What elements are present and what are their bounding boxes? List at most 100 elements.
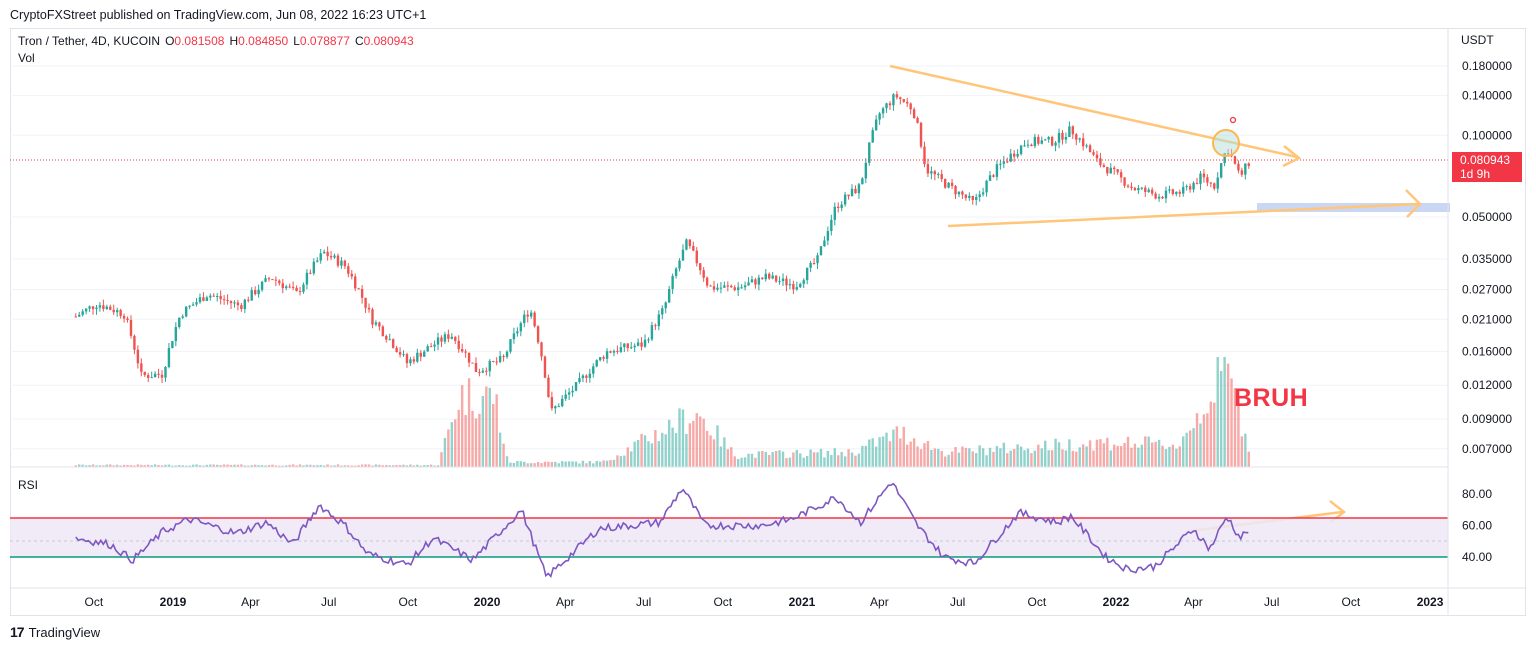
volume-bar	[188, 465, 191, 467]
candle-body	[157, 373, 160, 375]
volume-bar	[681, 409, 685, 467]
candle	[474, 357, 478, 373]
volume-bar	[874, 446, 878, 467]
candle-body	[443, 334, 447, 342]
candle-body	[919, 122, 923, 147]
candle-body	[374, 322, 378, 325]
candle-body	[678, 260, 681, 269]
candle-body	[574, 382, 578, 391]
volume-bar	[650, 443, 654, 467]
candle-body	[757, 277, 761, 285]
candle-body	[164, 366, 167, 378]
volume-bar	[999, 448, 1002, 467]
candle-body	[712, 286, 716, 290]
candle-body	[174, 327, 178, 342]
candle-body	[360, 289, 364, 298]
volume-bar	[485, 386, 488, 467]
volume-indicator-label[interactable]: Vol	[18, 51, 35, 65]
candle-body	[626, 343, 629, 349]
candle-body	[302, 284, 305, 292]
candle	[1116, 169, 1119, 175]
volume-bar	[809, 449, 812, 467]
candle-body	[1216, 177, 1219, 189]
volume-bar	[1182, 436, 1185, 467]
volume-bar	[954, 446, 957, 467]
volume-bar	[1171, 444, 1175, 467]
candle-body	[492, 360, 495, 362]
candle	[1216, 172, 1219, 193]
candle	[340, 257, 343, 269]
candle-body	[681, 249, 685, 261]
price-tick-label: 0.035000	[1462, 252, 1512, 266]
volume-bar	[1133, 443, 1137, 467]
volume-bar	[523, 461, 526, 467]
volume-bar	[253, 464, 257, 467]
candle-body	[171, 341, 174, 349]
volume-bar	[481, 395, 485, 467]
candle-body	[1192, 182, 1195, 190]
volume-bar	[257, 465, 260, 467]
candle	[195, 297, 198, 307]
candle-body	[216, 296, 219, 298]
volume-bar	[799, 453, 802, 467]
volume-bar	[350, 465, 353, 467]
volume-bar	[1050, 450, 1054, 467]
candle	[122, 313, 126, 323]
volume-bar	[895, 426, 899, 467]
candle	[222, 295, 226, 305]
candle	[495, 357, 498, 366]
candle	[785, 275, 788, 292]
volume-bar	[1119, 446, 1123, 467]
candle-body	[509, 339, 512, 352]
rsi-indicator-label[interactable]: RSI	[18, 478, 39, 492]
candle	[119, 308, 122, 319]
volume-bar	[533, 463, 536, 467]
candle	[326, 246, 329, 261]
candle	[198, 293, 202, 304]
candle	[685, 238, 688, 251]
candle	[847, 194, 850, 200]
volume-bar	[195, 464, 198, 467]
volume-bar	[585, 463, 588, 467]
volume-bar	[367, 464, 371, 467]
candle	[1075, 132, 1078, 146]
volume-bar	[1216, 357, 1219, 467]
currency-label[interactable]: USDT	[1461, 33, 1494, 47]
tradingview-footer[interactable]: 17 TradingView	[10, 624, 100, 640]
candle	[167, 343, 171, 369]
price-axis-ticks: 0.180000 0.140000 0.100000 0.050000 0.035000…	[1462, 59, 1512, 456]
candle-body	[460, 349, 464, 352]
candle-body	[188, 305, 191, 307]
candle	[402, 350, 405, 357]
candle-body	[1012, 153, 1016, 157]
candle	[102, 299, 105, 312]
candle-body	[1037, 136, 1040, 144]
volume-bar	[209, 464, 212, 467]
volume-bar	[512, 463, 516, 467]
candle	[395, 345, 398, 353]
symbol-legend[interactable]: Tron / Tether, 4D, KUCOIN O0.081508 H0.084…	[18, 34, 414, 48]
candle	[623, 343, 626, 353]
volume-bar	[733, 456, 736, 467]
volume-bar	[423, 465, 426, 467]
candle	[1188, 183, 1192, 193]
candle	[823, 236, 826, 247]
candle-body	[885, 103, 888, 109]
candle-body	[1109, 167, 1112, 174]
candle	[564, 389, 567, 401]
volume-bar	[95, 465, 98, 467]
candle	[1006, 157, 1009, 164]
candle-body	[843, 194, 847, 205]
candle	[964, 194, 968, 201]
tradingview-logo-icon: 17	[10, 624, 25, 640]
candle	[1012, 150, 1016, 162]
candle	[216, 293, 219, 302]
candle	[923, 141, 926, 168]
candle-body	[736, 287, 740, 291]
candle	[209, 293, 212, 301]
candle	[826, 226, 830, 246]
volume-bar	[298, 464, 302, 467]
volume-bar	[826, 450, 830, 467]
candle	[837, 202, 840, 213]
symbol-title[interactable]: Tron / Tether, 4D, KUCOIN	[18, 34, 161, 48]
